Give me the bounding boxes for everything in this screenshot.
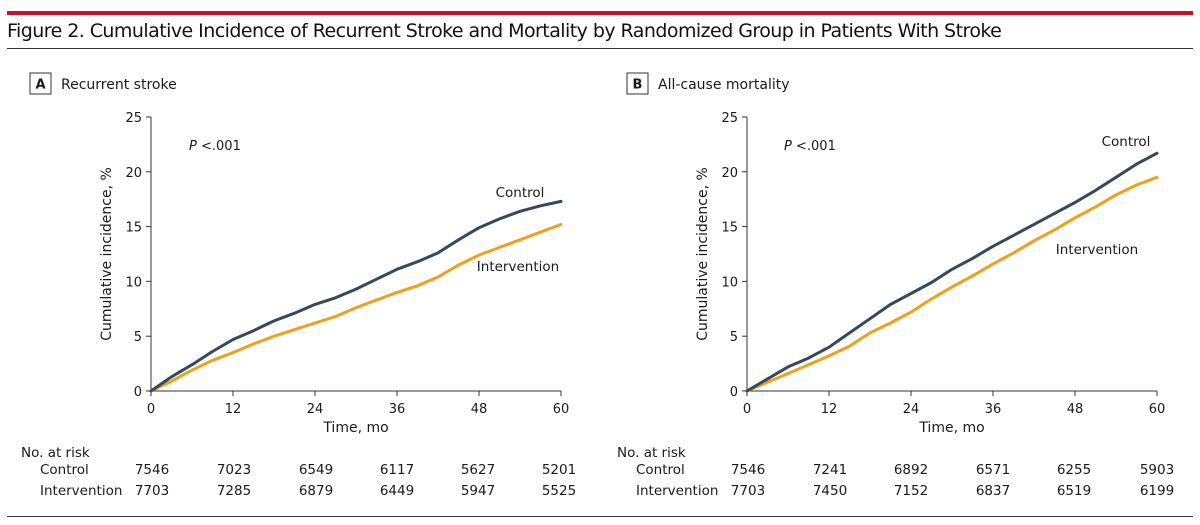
panel-b-risk-table-label: No. at risk <box>617 445 686 461</box>
panel-b-intervention-label: Intervention <box>1056 242 1138 258</box>
panel-a-risk-count: 6449 <box>380 483 414 499</box>
panel-a-x-tick-label: 24 <box>307 402 324 417</box>
panel-a-risk-count: 5201 <box>542 462 576 478</box>
panel-b-y-tick-label: 25 <box>721 111 738 126</box>
panel-b-letter-box <box>626 72 649 95</box>
panel-b-risk-count: 7703 <box>731 483 765 499</box>
panel-a-p-value: <.001 <box>201 139 241 154</box>
panel-a-x-axis-label: Time, mo <box>322 420 388 436</box>
panel-b-x-tick-label: 0 <box>743 402 751 417</box>
panel-a-x-tick-label: 12 <box>225 402 242 417</box>
panel-b-y-tick-label: 15 <box>721 221 738 236</box>
panel-a-title: Recurrent stroke <box>61 77 177 93</box>
panel-a-risk-count: 5627 <box>461 462 495 478</box>
panel-b-risk-count: 6255 <box>1057 462 1091 478</box>
panel-a-risk-count: 7703 <box>135 483 169 499</box>
panel-b-risk-count: 7546 <box>731 462 765 478</box>
panel-a-y-tick-label: 15 <box>125 221 142 236</box>
panel-a-y-tick-label: 0 <box>134 385 142 400</box>
panel-b-risk-count: 7450 <box>813 483 847 499</box>
panel-a-risk-count: 6879 <box>299 483 333 499</box>
panel-b-risk-count: 6571 <box>976 462 1010 478</box>
panel-b-x-axis-label: Time, mo <box>918 420 984 436</box>
panel-a-x-tick-label: 36 <box>389 402 406 417</box>
panel-b-risk-count: 7241 <box>813 462 847 478</box>
panel-a-p-symbol: P <box>189 139 197 154</box>
panel-a-x-tick-label: 0 <box>147 402 155 417</box>
panel-b-p-symbol: P <box>784 139 792 154</box>
panel-a-risk-count: 7023 <box>217 462 251 478</box>
panel-a-risk-count: 7285 <box>217 483 251 499</box>
panel-b-intervention-line <box>745 175 1159 393</box>
panel-b-control-label: Control <box>1102 134 1151 150</box>
panel-a-risk-count: 7546 <box>135 462 169 478</box>
panel-a-intervention-label: Intervention <box>477 259 559 275</box>
panel-b-risk-count: 6837 <box>976 483 1010 499</box>
panel-a-letter-box <box>29 72 52 95</box>
panel-a-risk-row-name: Control <box>40 462 89 478</box>
panel-b-y-tick-label: 5 <box>730 330 738 345</box>
panel-b-risk-count: 6199 <box>1140 483 1174 499</box>
panel-b-risk-count: 5903 <box>1140 462 1174 478</box>
panel-a-risk-count: 6117 <box>380 462 414 478</box>
panel-b-control-line <box>745 151 1159 393</box>
panel-a-risk-count: 5525 <box>542 483 576 499</box>
panel-b-letter: B <box>633 78 643 93</box>
panel-a-risk-row-name: Intervention <box>40 483 122 499</box>
panel-b-risk-count: 7152 <box>894 483 928 499</box>
panel-b-risk-row-name: Intervention <box>636 483 718 499</box>
panel-b-p-value: <.001 <box>796 139 836 154</box>
panel-b-risk-count: 6519 <box>1057 483 1091 499</box>
panel-b-y-tick-label: 20 <box>721 166 738 181</box>
panel-a-risk-count: 6549 <box>299 462 333 478</box>
panel-b-x-tick-label: 60 <box>1149 402 1166 417</box>
panel-b-title: All-cause mortality <box>658 77 790 93</box>
panel-b-risk-count: 6892 <box>894 462 928 478</box>
panel-b-risk-row-name: Control <box>636 462 685 478</box>
panel-a-y-axis-label: Cumulative incidence, % <box>99 167 115 341</box>
panel-b-x-tick-label: 24 <box>903 402 920 417</box>
panel-a-y-tick-label: 10 <box>125 275 142 290</box>
accent-rule <box>7 11 1193 15</box>
panel-a-y-tick-label: 20 <box>125 166 142 181</box>
panel-a-y-tick-label: 25 <box>125 111 142 126</box>
panel-b-y-tick-label: 10 <box>721 275 738 290</box>
panel-b-x-tick-label: 12 <box>821 402 838 417</box>
panel-a-intervention-line <box>149 222 563 393</box>
figure-title: Figure 2. Cumulative Incidence of Recurr… <box>7 20 1002 42</box>
panel-a-x-tick-label: 48 <box>471 402 488 417</box>
bottom-divider <box>7 516 1193 517</box>
panel-b-y-axis-label: Cumulative incidence, % <box>695 167 711 341</box>
panel-a-control-line <box>149 199 563 393</box>
panel-a-risk-count: 5947 <box>461 483 495 499</box>
panel-a-control-label: Control <box>496 185 545 201</box>
panel-b-x-tick-label: 36 <box>985 402 1002 417</box>
panel-b-x-tick-label: 48 <box>1067 402 1084 417</box>
title-divider <box>7 48 1193 49</box>
panel-b-y-tick-label: 0 <box>730 385 738 400</box>
panel-a-x-tick-label: 60 <box>553 402 570 417</box>
panel-a-risk-table-label: No. at risk <box>21 445 90 461</box>
panel-a-y-tick-label: 5 <box>134 330 142 345</box>
panel-a-letter: A <box>35 78 45 93</box>
